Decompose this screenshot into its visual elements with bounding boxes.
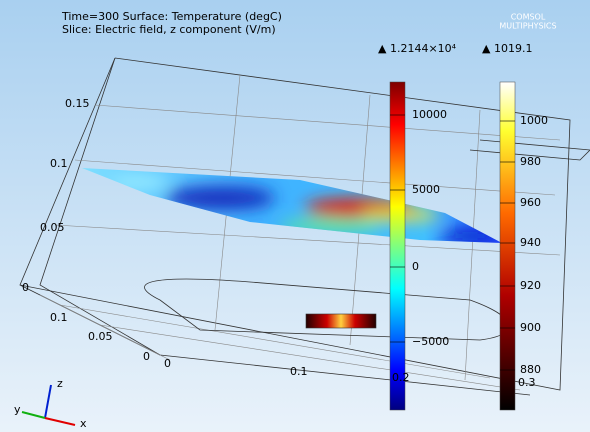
axis-tick-label: 0: [22, 281, 29, 294]
axis-tick-label: 0.1: [50, 311, 68, 324]
triad-label: y: [14, 403, 21, 416]
heater-block: [306, 314, 376, 328]
axis-tick-label: 0.05: [40, 221, 65, 234]
title-line: Time=300 Surface: Temperature (degC): [61, 10, 282, 23]
colorbar-tick-label: 880: [520, 363, 541, 376]
colorbar-max: ▲ 1019.1: [482, 42, 532, 55]
colorbar-temperature: [500, 82, 515, 410]
triad-label: z: [57, 377, 63, 390]
logo: COMSOL: [511, 13, 546, 22]
colorbar-tick-label: 900: [520, 321, 541, 334]
axis-tick-label: 0.1: [50, 157, 68, 170]
colorbar-tick-label: 1000: [520, 114, 548, 127]
colorbar-efield: [390, 82, 405, 410]
axis-tick-label: 0.05: [88, 330, 113, 343]
colorbar-tick-label: −5000: [412, 335, 449, 348]
title-line: Slice: Electric field, z component (V/m): [62, 23, 276, 36]
axis-tick-label: 0.1: [290, 365, 308, 378]
colorbar-tick-label: 10000: [412, 108, 447, 121]
colorbar-tick-label: 980: [520, 155, 541, 168]
triad-label: x: [80, 417, 87, 430]
colorbar-tick-label: 0: [412, 260, 419, 273]
colorbar-max: ▲ 1.2144×10⁴: [378, 42, 457, 55]
colorbar-tick-label: 5000: [412, 183, 440, 196]
viewport: Time=300 Surface: Temperature (degC) Sli…: [0, 0, 590, 432]
axis-tick-label: 0.15: [65, 97, 90, 110]
axis-tick-label: 0: [164, 357, 171, 370]
colorbar-tick-label: 960: [520, 196, 541, 209]
axis-tick-label: 0.2: [392, 371, 410, 384]
axis-tick-label: 0.3: [518, 376, 536, 389]
colorbar-tick-label: 940: [520, 236, 541, 249]
colorbar-tick-label: 920: [520, 279, 541, 292]
axis-tick-label: 0: [143, 350, 150, 363]
logo: MULTIPHYSICS: [499, 22, 556, 31]
